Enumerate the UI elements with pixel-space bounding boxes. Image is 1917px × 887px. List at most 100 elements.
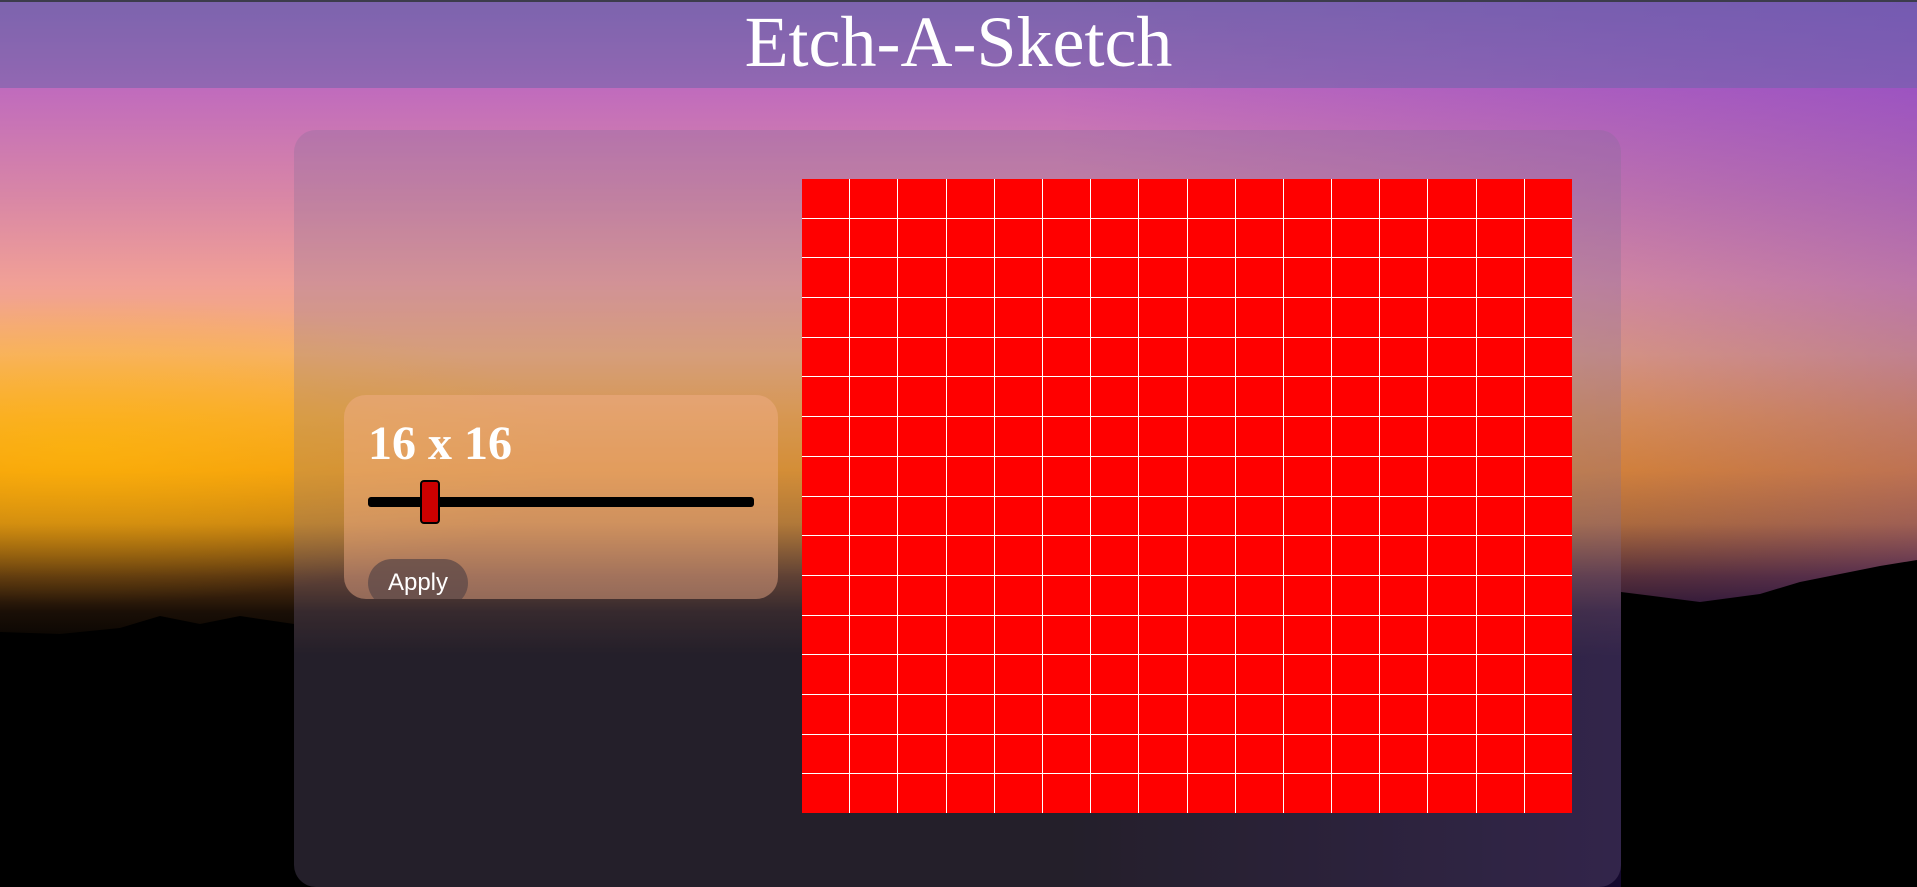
grid-cell[interactable] [1042, 734, 1091, 774]
grid-cell[interactable] [1091, 694, 1139, 734]
grid-cell[interactable] [1235, 179, 1283, 218]
grid-cell[interactable] [1524, 655, 1572, 694]
grid-cell[interactable] [1380, 337, 1428, 377]
grid-cell[interactable] [1187, 655, 1235, 694]
grid-cell[interactable] [898, 337, 946, 377]
grid-cell[interactable] [1139, 615, 1187, 655]
grid-cell[interactable] [1332, 575, 1380, 615]
grid-cell[interactable] [946, 536, 994, 575]
grid-cell[interactable] [1042, 774, 1091, 813]
grid-cell[interactable] [898, 575, 946, 615]
grid-cell[interactable] [1428, 615, 1476, 655]
grid-cell[interactable] [1139, 774, 1187, 813]
grid-cell[interactable] [1283, 456, 1332, 496]
grid-cell[interactable] [1139, 337, 1187, 377]
sketch-grid[interactable] [802, 179, 1572, 813]
grid-cell[interactable] [1283, 258, 1332, 298]
grid-cell[interactable] [1380, 536, 1428, 575]
grid-cell[interactable] [1283, 337, 1332, 377]
grid-cell[interactable] [898, 456, 946, 496]
grid-cell[interactable] [946, 417, 994, 456]
grid-cell[interactable] [850, 179, 898, 218]
grid-cell[interactable] [994, 655, 1042, 694]
grid-cell[interactable] [1283, 536, 1332, 575]
grid-cell[interactable] [1283, 615, 1332, 655]
grid-cell[interactable] [1476, 536, 1524, 575]
grid-cell[interactable] [1187, 456, 1235, 496]
grid-cell[interactable] [802, 417, 850, 456]
grid-cell[interactable] [946, 298, 994, 337]
grid-cell[interactable] [946, 258, 994, 298]
grid-cell[interactable] [1042, 496, 1091, 536]
grid-cell[interactable] [1380, 694, 1428, 734]
grid-cell[interactable] [1524, 179, 1572, 218]
grid-cell[interactable] [802, 218, 850, 258]
grid-cell[interactable] [1091, 337, 1139, 377]
grid-cell[interactable] [1091, 536, 1139, 575]
grid-cell[interactable] [802, 337, 850, 377]
grid-cell[interactable] [1380, 734, 1428, 774]
grid-cell[interactable] [802, 179, 850, 218]
apply-button[interactable]: Apply [368, 559, 468, 599]
grid-cell[interactable] [1091, 258, 1139, 298]
grid-cell[interactable] [1283, 218, 1332, 258]
grid-cell[interactable] [802, 377, 850, 417]
grid-cell[interactable] [1235, 298, 1283, 337]
grid-cell[interactable] [802, 258, 850, 298]
grid-cell[interactable] [1187, 298, 1235, 337]
slider-thumb[interactable] [420, 480, 440, 524]
grid-cell[interactable] [1476, 298, 1524, 337]
grid-cell[interactable] [1332, 774, 1380, 813]
grid-cell[interactable] [1380, 417, 1428, 456]
grid-cell[interactable] [850, 337, 898, 377]
grid-cell[interactable] [1332, 218, 1380, 258]
grid-cell[interactable] [802, 298, 850, 337]
grid-cell[interactable] [1187, 575, 1235, 615]
grid-cell[interactable] [1428, 377, 1476, 417]
grid-cell[interactable] [850, 456, 898, 496]
grid-cell[interactable] [850, 218, 898, 258]
grid-cell[interactable] [1380, 496, 1428, 536]
grid-cell[interactable] [1332, 179, 1380, 218]
grid-cell[interactable] [946, 456, 994, 496]
grid-cell[interactable] [946, 337, 994, 377]
grid-cell[interactable] [1283, 774, 1332, 813]
grid-cell[interactable] [1332, 655, 1380, 694]
grid-cell[interactable] [1476, 774, 1524, 813]
grid-cell[interactable] [1091, 456, 1139, 496]
grid-cell[interactable] [1524, 377, 1572, 417]
grid-cell[interactable] [802, 774, 850, 813]
grid-cell[interactable] [994, 575, 1042, 615]
grid-cell[interactable] [1235, 734, 1283, 774]
grid-cell[interactable] [1139, 179, 1187, 218]
grid-cell[interactable] [898, 734, 946, 774]
grid-cell[interactable] [1476, 456, 1524, 496]
grid-cell[interactable] [1476, 655, 1524, 694]
grid-cell[interactable] [994, 337, 1042, 377]
grid-cell[interactable] [994, 734, 1042, 774]
grid-cell[interactable] [1091, 179, 1139, 218]
grid-cell[interactable] [1283, 734, 1332, 774]
grid-cell[interactable] [1332, 694, 1380, 734]
grid-cell[interactable] [1428, 218, 1476, 258]
grid-cell[interactable] [994, 496, 1042, 536]
grid-cell[interactable] [1187, 694, 1235, 734]
grid-cell[interactable] [898, 536, 946, 575]
grid-cell[interactable] [994, 694, 1042, 734]
grid-cell[interactable] [1139, 456, 1187, 496]
grid-cell[interactable] [1139, 694, 1187, 734]
grid-cell[interactable] [1428, 694, 1476, 734]
grid-cell[interactable] [898, 179, 946, 218]
grid-cell[interactable] [1091, 417, 1139, 456]
grid-cell[interactable] [850, 615, 898, 655]
grid-cell[interactable] [1042, 337, 1091, 377]
grid-cell[interactable] [898, 258, 946, 298]
grid-cell[interactable] [1139, 377, 1187, 417]
grid-cell[interactable] [1091, 218, 1139, 258]
grid-cell[interactable] [994, 417, 1042, 456]
grid-cell[interactable] [1042, 298, 1091, 337]
grid-cell[interactable] [994, 179, 1042, 218]
grid-cell[interactable] [1332, 258, 1380, 298]
grid-cell[interactable] [898, 655, 946, 694]
grid-cell[interactable] [1380, 615, 1428, 655]
